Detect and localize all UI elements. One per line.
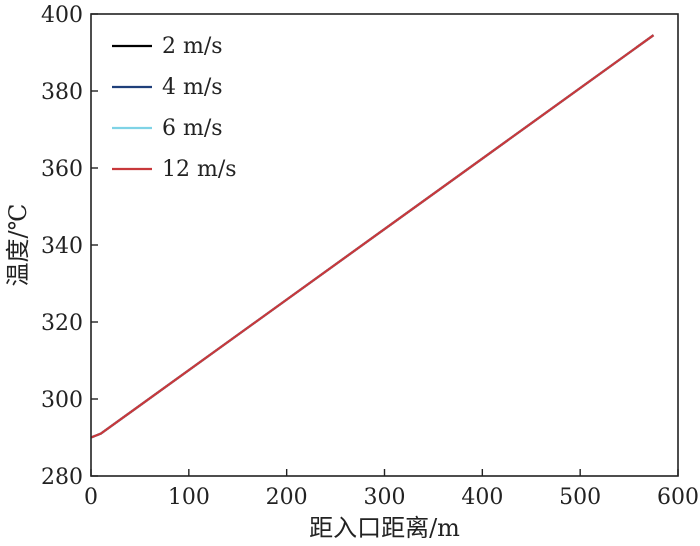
- y-tick-label: 320: [41, 311, 83, 336]
- x-tick-label: 400: [461, 485, 503, 510]
- x-tick-label: 100: [168, 485, 210, 510]
- legend-label: 6 m/s: [162, 116, 223, 141]
- x-axis-label: 距入口距离/m: [309, 514, 460, 542]
- x-tick-label: 500: [559, 485, 601, 510]
- y-tick-label: 380: [41, 80, 83, 105]
- legend: 2 m/s 4 m/s 6 m/s 12 m/s: [112, 34, 237, 182]
- y-tick-label: 360: [41, 157, 83, 182]
- x-tick-label: 600: [657, 485, 699, 510]
- x-tick-label: 200: [266, 485, 308, 510]
- legend-label: 2 m/s: [162, 34, 223, 59]
- x-tick-label: 300: [364, 485, 406, 510]
- legend-label: 12 m/s: [162, 157, 237, 182]
- series-line: [90, 34, 655, 439]
- y-tick-label: 340: [41, 234, 83, 259]
- y-axis-ticks: 280 300 320 340 360 380 400: [41, 3, 98, 490]
- y-tick-label: 300: [41, 388, 83, 413]
- x-axis-ticks: 0 100 200 300 400 500 600: [84, 469, 699, 510]
- y-tick-label: 280: [41, 465, 83, 490]
- legend-label: 4 m/s: [162, 75, 223, 100]
- x-tick-label: 0: [84, 485, 98, 510]
- series-lines: [90, 34, 655, 439]
- y-axis-label: 温度/℃: [4, 204, 32, 287]
- y-tick-label: 400: [41, 3, 83, 28]
